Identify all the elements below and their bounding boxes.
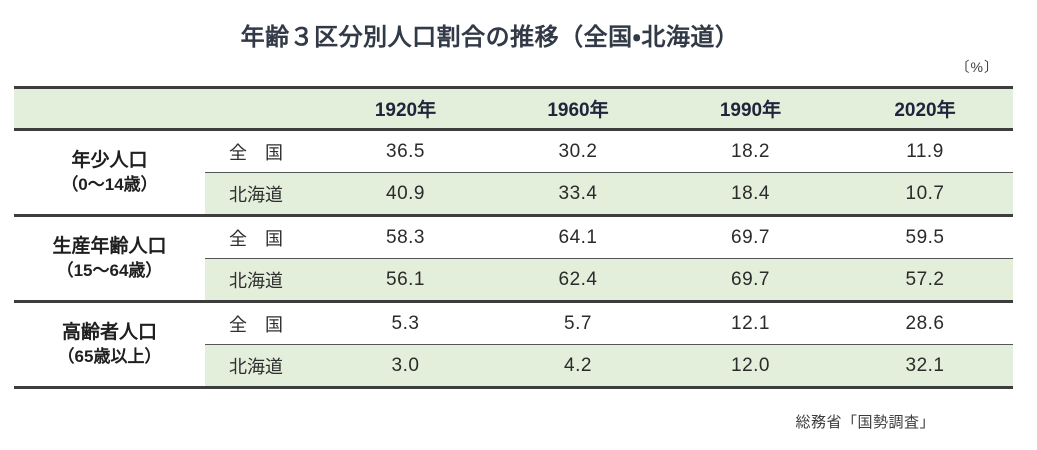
header-row: 1920年 1960年 1990年 2020年: [14, 87, 1013, 130]
value-cell: 3.0: [319, 344, 492, 388]
value-cell: 64.1: [492, 215, 664, 259]
value-cell: 11.9: [837, 129, 1013, 173]
region-label-national: 全 国: [205, 301, 319, 345]
group-age-range: （0〜14歳）: [61, 174, 158, 194]
region-label-hokkaido: 北海道: [205, 258, 319, 302]
value-cell: 30.2: [492, 129, 664, 173]
value-cell: 10.7: [837, 172, 1013, 216]
population-table-wrap: 1920年 1960年 1990年 2020年 年少人口 （0〜14歳） 全 国…: [14, 86, 1013, 389]
value-cell: 12.0: [664, 344, 837, 388]
group-name: 年少人口: [71, 150, 148, 172]
value-cell: 12.1: [664, 301, 837, 345]
value-cell: 59.5: [837, 215, 1013, 259]
column-header-1920: 1920年: [319, 87, 492, 130]
region-label-national: 全 国: [205, 215, 319, 259]
value-cell: 56.1: [319, 258, 492, 302]
page-title: 年齢３区分別人口割合の推移（全国・北海道）: [240, 24, 740, 51]
column-header-1990: 1990年: [664, 87, 837, 130]
table-row: 年少人口 （0〜14歳） 全 国 36.5 30.2 18.2 11.9: [14, 129, 1013, 216]
value-cell: 69.7: [664, 258, 837, 302]
table-row: 北海道 3.0 4.2 12.0 32.1: [14, 344, 1013, 388]
value-cell: 18.2: [664, 129, 837, 173]
table-row: 北海道 56.1 62.4 69.7 57.2: [14, 258, 1013, 302]
population-share-table: 1920年 1960年 1990年 2020年 年少人口 （0〜14歳） 全 国…: [14, 86, 1013, 389]
value-cell: 4.2: [492, 344, 664, 388]
group-label-elderly: 高齢者人口 （65歳以上）: [14, 301, 205, 388]
unit-label: 〔%〕: [955, 59, 999, 75]
region-label-national: 全 国: [205, 129, 319, 173]
column-header-2020: 2020年: [837, 87, 1013, 130]
value-cell: 18.4: [664, 172, 837, 216]
region-label-hokkaido: 北海道: [205, 344, 319, 388]
value-cell: 33.4: [492, 172, 664, 216]
value-cell: 28.6: [837, 301, 1013, 345]
header-empty-region: [205, 87, 319, 130]
region-label-hokkaido: 北海道: [205, 172, 319, 216]
group-name: 高齢者人口: [61, 322, 157, 344]
value-cell: 5.3: [319, 301, 492, 345]
group-elderly-population: 高齢者人口 （65歳以上） 全 国 5.3 5.7 12.1 28.6 北海道 …: [14, 301, 1013, 388]
value-cell: 36.5: [319, 129, 492, 173]
table-header: 1920年 1960年 1990年 2020年: [14, 87, 1013, 130]
value-cell: 40.9: [319, 172, 492, 216]
value-cell: 58.3: [319, 215, 492, 259]
group-young-population: 年少人口 （0〜14歳） 全 国 36.5 30.2 18.2 11.9 北海道…: [14, 129, 1013, 216]
value-cell: 69.7: [664, 215, 837, 259]
group-working-age-population: 生産年齢人口 （15〜64歳） 全 国 58.3 64.1 69.7 59.5 …: [14, 215, 1013, 302]
value-cell: 32.1: [837, 344, 1013, 388]
table-row: 北海道 40.9 33.4 18.4 10.7: [14, 172, 1013, 216]
value-cell: 5.7: [492, 301, 664, 345]
group-age-range: （65歳以上）: [57, 346, 162, 366]
group-label-working: 生産年齢人口 （15〜64歳）: [14, 215, 205, 302]
group-label-young: 年少人口 （0〜14歳）: [14, 129, 205, 216]
group-age-range: （15〜64歳）: [56, 260, 163, 280]
source-credit: 総務省「国勢調査」: [795, 414, 935, 431]
value-cell: 62.4: [492, 258, 664, 302]
table-row: 高齢者人口 （65歳以上） 全 国 5.3 5.7 12.1 28.6: [14, 301, 1013, 388]
group-name: 生産年齢人口: [52, 236, 167, 258]
column-header-1960: 1960年: [492, 87, 664, 130]
table-row: 生産年齢人口 （15〜64歳） 全 国 58.3 64.1 69.7 59.5: [14, 215, 1013, 302]
value-cell: 57.2: [837, 258, 1013, 302]
header-empty-group: [14, 87, 205, 130]
